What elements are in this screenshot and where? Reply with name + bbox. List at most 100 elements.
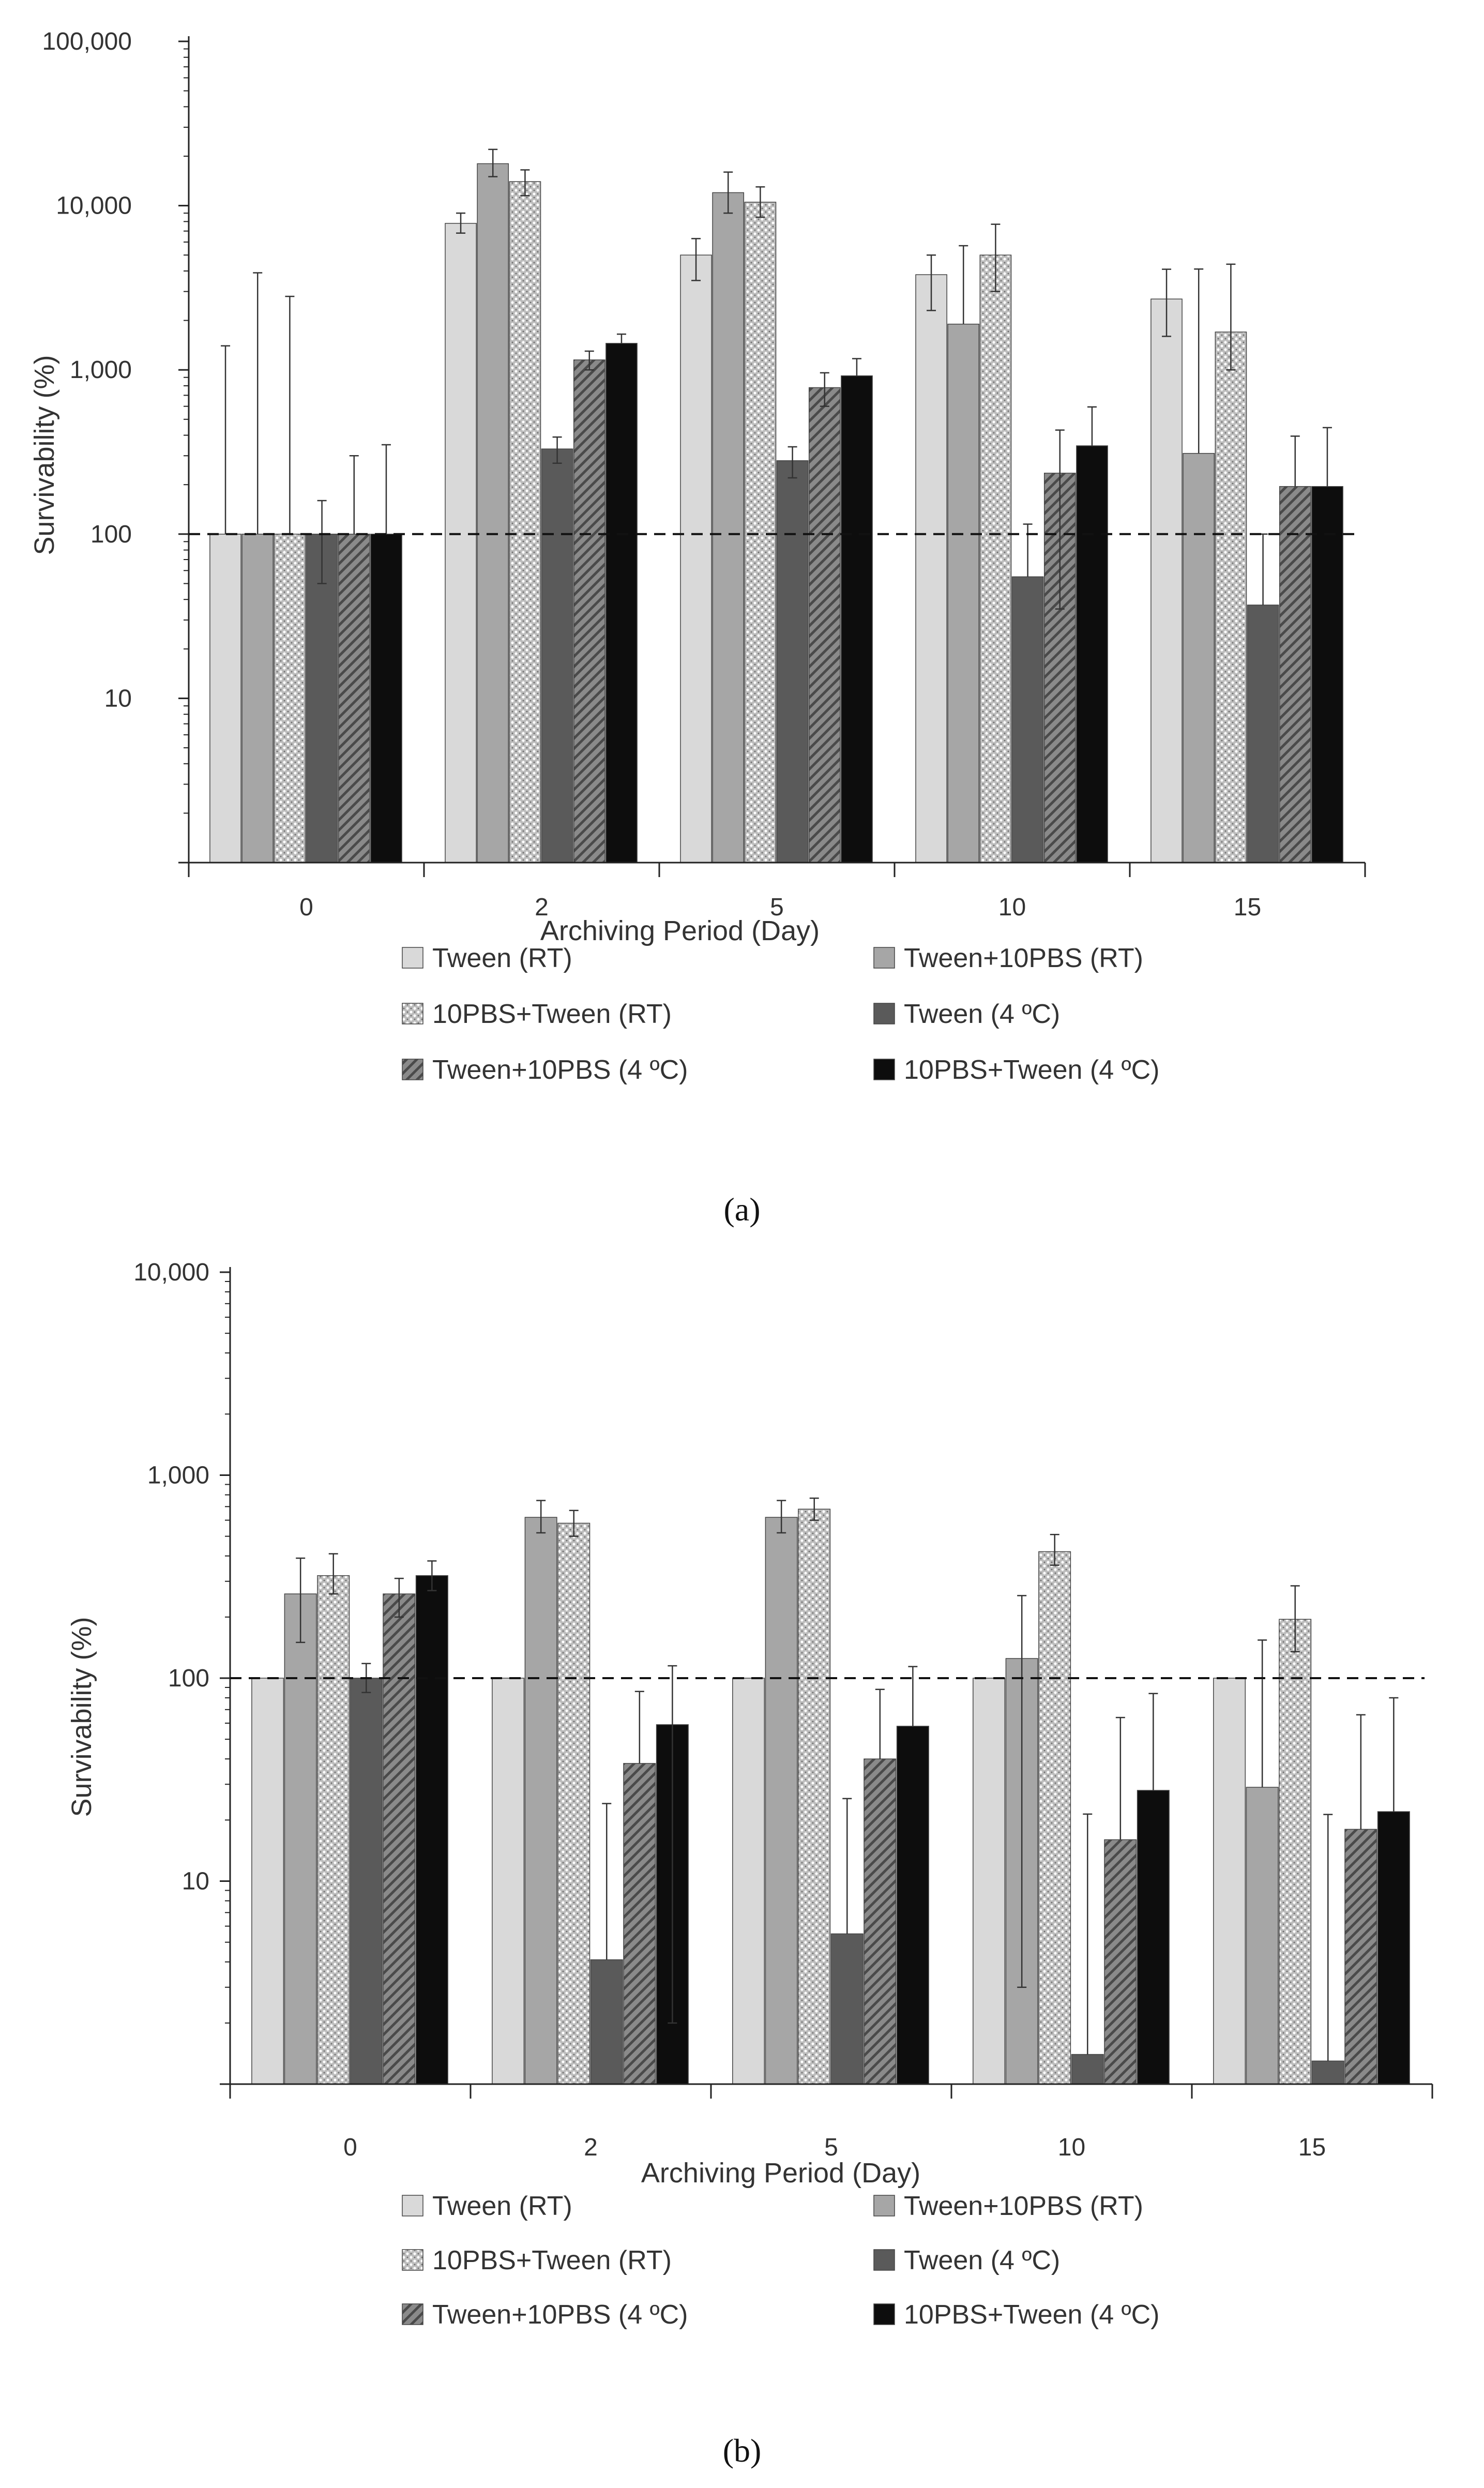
legend-item: Tween (RT) bbox=[402, 943, 572, 973]
bar-2-5 bbox=[623, 1763, 656, 2085]
bar-5-2 bbox=[1246, 1787, 1279, 2085]
legend-label: 10PBS+Tween (4 ºC) bbox=[904, 2300, 1159, 2330]
y-tick-label: 10,000 bbox=[56, 192, 132, 220]
legend-label: Tween (RT) bbox=[432, 2191, 572, 2221]
error-bar-3-6 bbox=[852, 358, 861, 376]
error-bar-2-3 bbox=[569, 1510, 579, 1537]
error-bar-5-4 bbox=[1323, 1814, 1333, 2061]
legend: Tween (RT) Tween+10PBS (RT) 10PBS+Tween (R… bbox=[402, 2191, 1159, 2330]
legend-swatch bbox=[402, 2249, 423, 2271]
error-bar-1-6 bbox=[427, 1560, 437, 1591]
legend-item: Tween (4 ºC) bbox=[873, 999, 1060, 1029]
y-tick-label: 10 bbox=[182, 1868, 209, 1895]
x-tick-label: 15 bbox=[1298, 2134, 1326, 2161]
error-bar-1-5 bbox=[394, 1577, 404, 1618]
error-bar-4-2 bbox=[959, 245, 968, 324]
legend-swatch bbox=[873, 1059, 895, 1080]
panel-caption: (b) bbox=[723, 2432, 762, 2469]
legend-label: Tween+10PBS (4 ºC) bbox=[432, 1055, 688, 1085]
bar-2-4 bbox=[541, 448, 573, 863]
error-bar-5-1 bbox=[1162, 268, 1172, 337]
error-bar-2-1 bbox=[456, 212, 466, 234]
error-bar-2-5 bbox=[634, 1691, 644, 1763]
bar-2-6 bbox=[605, 343, 638, 863]
x-tick-label: 10 bbox=[998, 894, 1026, 921]
bar-1-2 bbox=[284, 1593, 317, 2085]
bar-2-1 bbox=[445, 223, 477, 863]
error-bar-3-3 bbox=[809, 1497, 819, 1521]
x-tick-label: 0 bbox=[299, 894, 313, 921]
y-axis-title: Survivability (%) bbox=[29, 355, 60, 555]
bar-1-6 bbox=[370, 534, 402, 863]
bar-4-1 bbox=[973, 1678, 1006, 2085]
legend: Tween (RT) Tween+10PBS (RT) 10PBS+Tween (R… bbox=[402, 943, 1159, 1085]
error-bar-4-2 bbox=[1017, 1595, 1027, 1988]
bar-5-4 bbox=[1247, 605, 1279, 863]
bar-1-3 bbox=[317, 1575, 350, 2085]
x-axis-title: Archiving Period (Day) bbox=[540, 915, 820, 946]
legend-swatch bbox=[873, 2303, 895, 2325]
error-bar-5-4 bbox=[1258, 533, 1268, 605]
bar-4-3 bbox=[979, 254, 1012, 863]
bar-2-3 bbox=[557, 1522, 590, 2085]
bar-2-4 bbox=[590, 1959, 623, 2085]
bar-2-3 bbox=[509, 181, 541, 863]
legend-label: 10PBS+Tween (4 ºC) bbox=[904, 1055, 1159, 1085]
bar-1-6 bbox=[415, 1575, 448, 2085]
error-bar-5-6 bbox=[1389, 1697, 1399, 1812]
y-tick-label: 100,000 bbox=[42, 28, 132, 55]
x-tick-label: 15 bbox=[1234, 894, 1261, 921]
bars bbox=[251, 1509, 1410, 2085]
x-tick-labels: 0 2 5 10 15 bbox=[299, 894, 1261, 921]
y-tick-label: 100 bbox=[90, 521, 132, 548]
legend-item: Tween+10PBS (4 ºC) bbox=[402, 1055, 688, 1085]
bar-3-5 bbox=[808, 387, 841, 863]
error-bar-3-2 bbox=[723, 171, 733, 214]
error-bar-2-5 bbox=[584, 350, 594, 371]
error-bar-4-5 bbox=[1055, 429, 1065, 610]
legend-item: 10PBS+Tween (RT) bbox=[402, 2245, 672, 2275]
bar-3-1 bbox=[732, 1678, 765, 2085]
y-tick-label: 1,000 bbox=[147, 1462, 209, 1489]
bar-3-4 bbox=[776, 460, 809, 863]
bar-4-2 bbox=[947, 323, 980, 863]
error-bar-2-6 bbox=[668, 1665, 677, 2024]
error-bar-3-4 bbox=[788, 446, 797, 479]
bar-1-1 bbox=[209, 534, 241, 863]
bar-5-3 bbox=[1279, 1619, 1312, 2085]
x-tick-label: 10 bbox=[1058, 2134, 1085, 2161]
error-bar-3-4 bbox=[842, 1798, 852, 1934]
bar-3-4 bbox=[830, 1933, 864, 2085]
legend-label: Tween+10PBS (RT) bbox=[904, 943, 1143, 973]
error-bar-3-2 bbox=[777, 1500, 786, 1534]
bar-3-5 bbox=[864, 1758, 897, 2085]
error-bar-4-5 bbox=[1115, 1716, 1125, 1840]
bar-2-1 bbox=[492, 1678, 525, 2085]
y-tick-label: 1,000 bbox=[70, 356, 132, 384]
error-bar-5-2 bbox=[1194, 268, 1204, 454]
bar-4-6 bbox=[1137, 1790, 1170, 2085]
bar-5-5 bbox=[1279, 486, 1311, 863]
x-tick-label: 5 bbox=[824, 2134, 838, 2161]
bar-3-6 bbox=[841, 375, 873, 863]
bar-4-4 bbox=[1071, 2054, 1104, 2085]
legend-swatch bbox=[873, 2249, 895, 2271]
error-bar-5-3 bbox=[1290, 1585, 1300, 1653]
error-bar-2-2 bbox=[536, 1500, 546, 1534]
error-bar-3-5 bbox=[875, 1688, 885, 1759]
bar-5-1 bbox=[1150, 298, 1183, 863]
error-bar-4-6 bbox=[1148, 1693, 1158, 1790]
bar-4-6 bbox=[1076, 445, 1108, 863]
legend-swatch bbox=[873, 2195, 895, 2216]
legend-item: 10PBS+Tween (RT) bbox=[402, 999, 672, 1029]
chart-panel-a: 100,000 10,000 1,000 100 10 0 2 5 10 15 Archivin… bbox=[29, 28, 1366, 1228]
bar-5-6 bbox=[1311, 486, 1343, 863]
legend-item: Tween (4 ºC) bbox=[873, 2245, 1060, 2275]
bar-4-4 bbox=[1011, 576, 1044, 863]
bar-1-2 bbox=[241, 534, 274, 863]
bar-3-2 bbox=[712, 192, 745, 863]
y-tick-label: 100 bbox=[168, 1665, 209, 1692]
bar-2-2 bbox=[524, 1517, 557, 2085]
bar-3-2 bbox=[765, 1517, 798, 2085]
